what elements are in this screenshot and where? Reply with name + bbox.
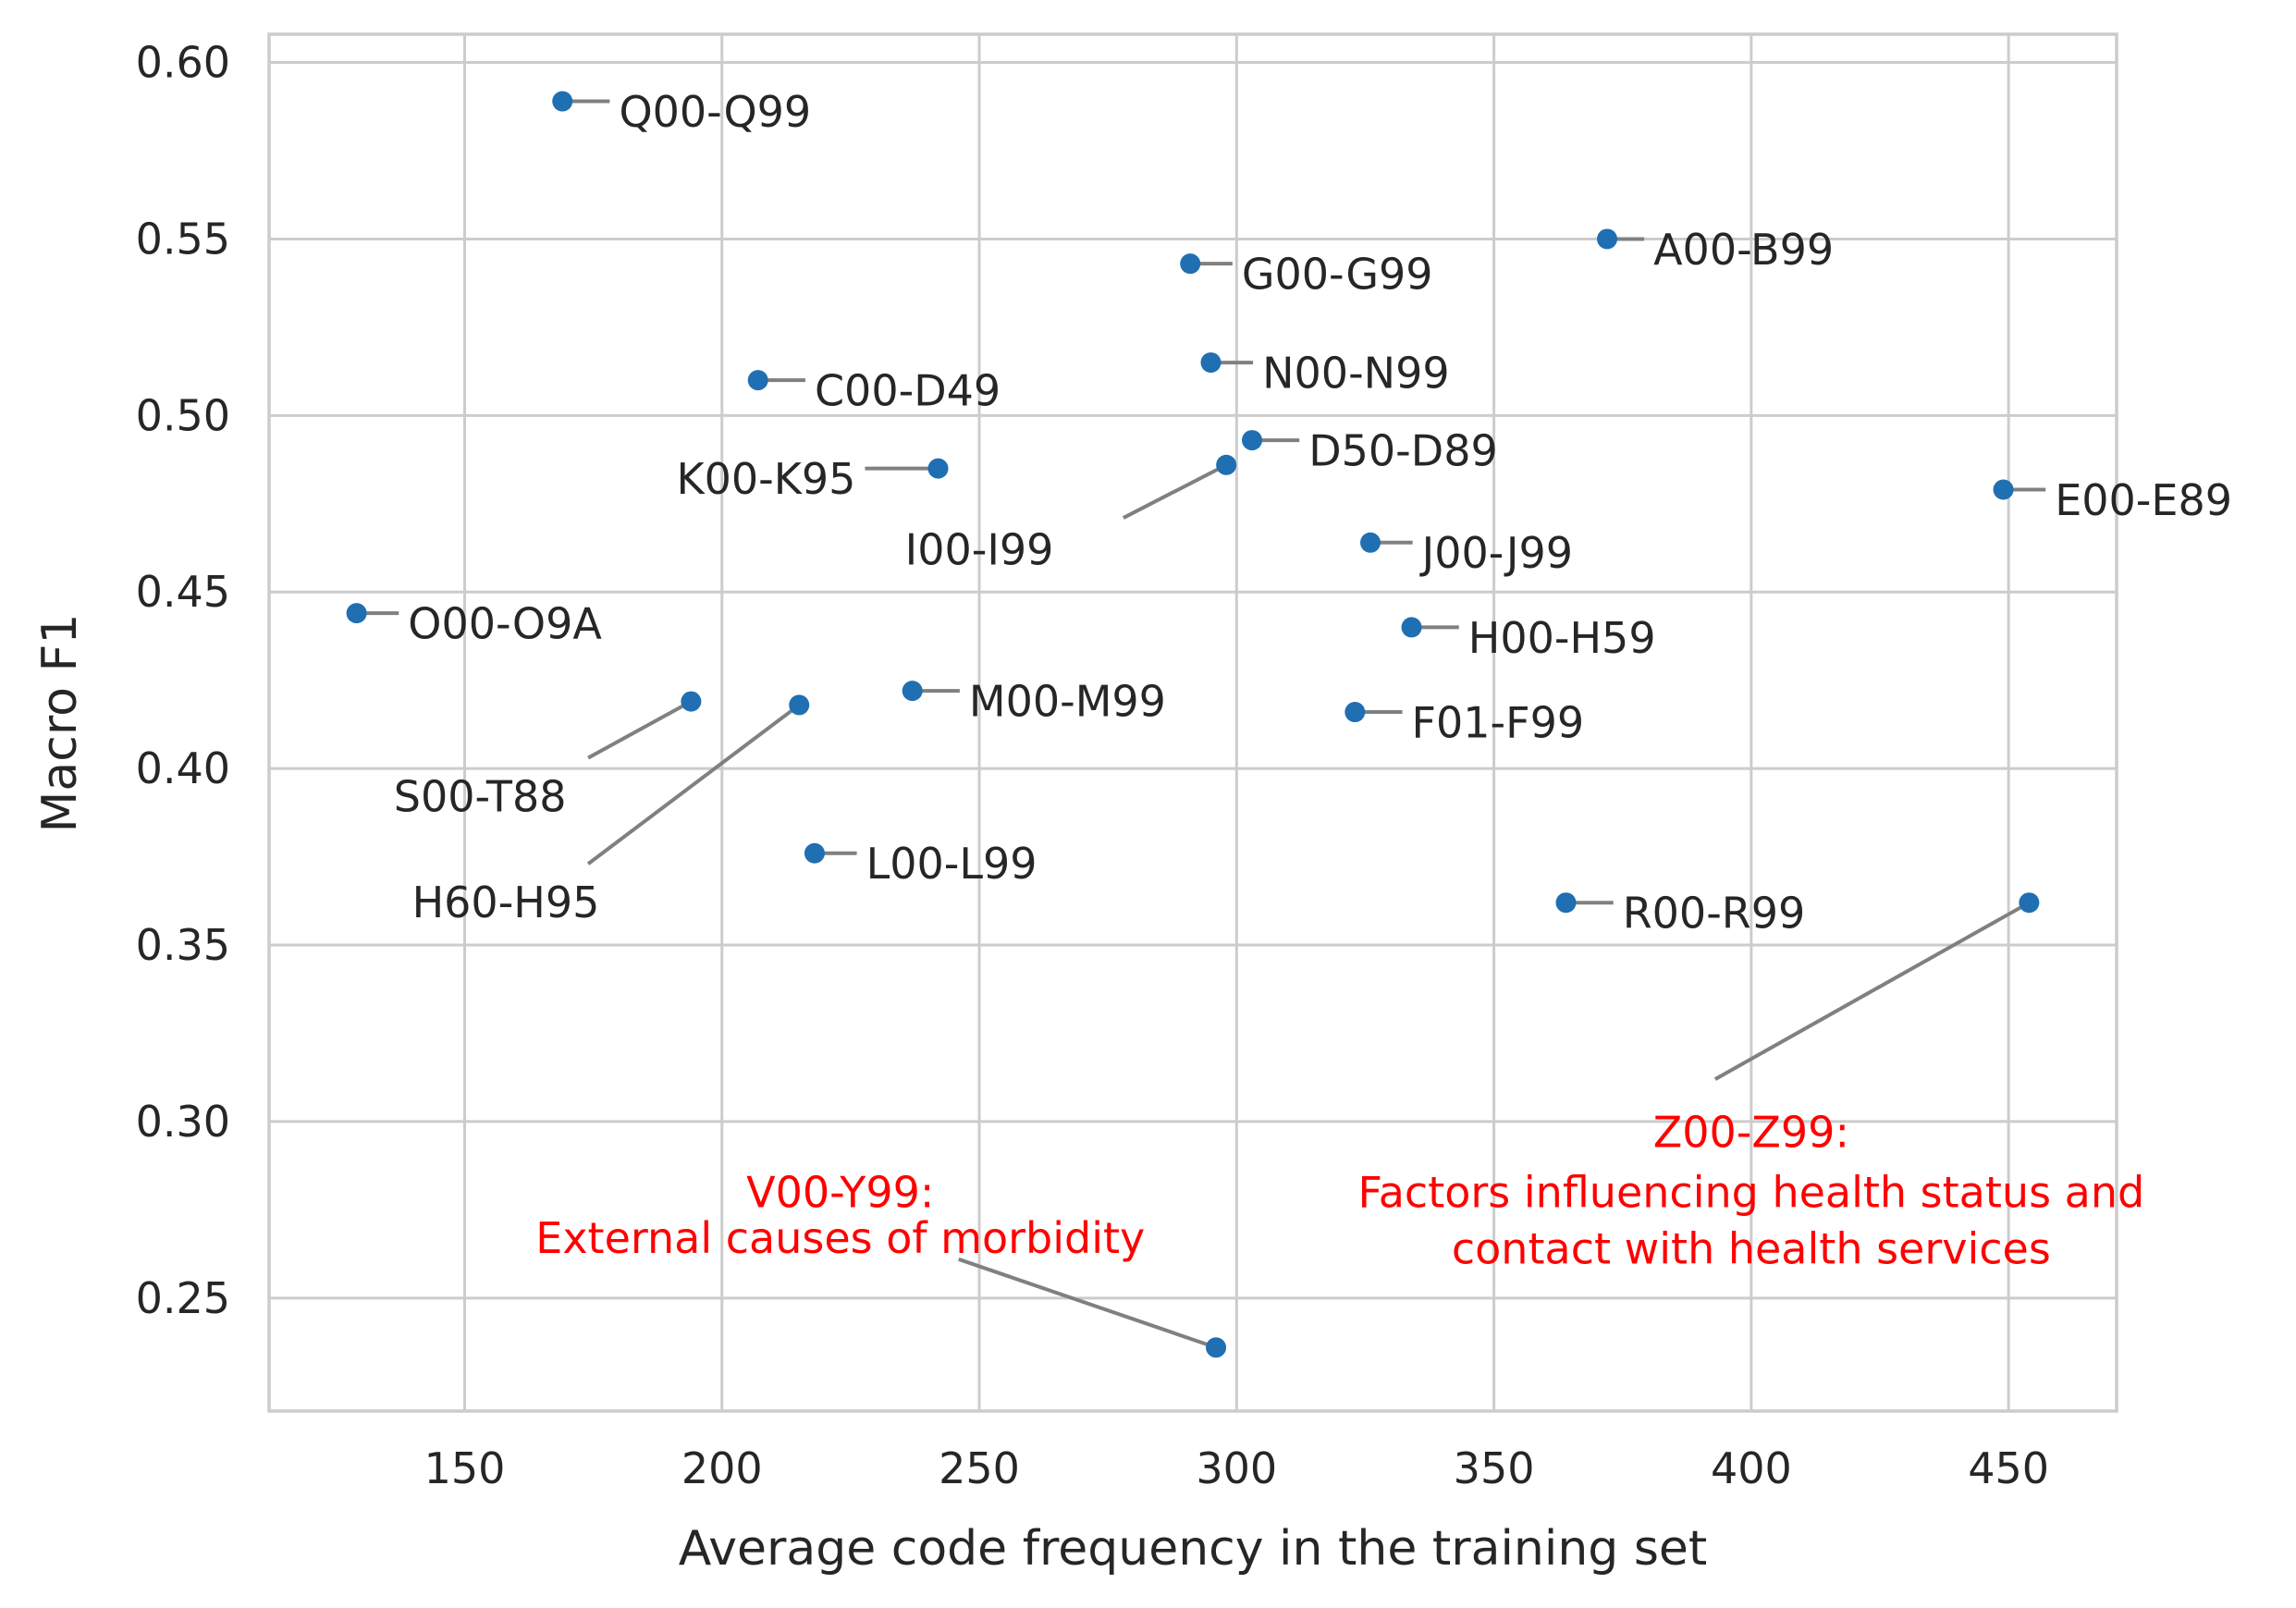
x-tick-label: 450: [1968, 1443, 2049, 1493]
data-point: [927, 458, 949, 479]
leader-line: [586, 703, 801, 865]
x-tick-labels: 150 200 250 300 350 400 450: [424, 1443, 2049, 1493]
data-point: [552, 91, 573, 112]
leader-line: [1122, 463, 1228, 520]
plot-frame: [267, 32, 2118, 1413]
grid: [269, 34, 2117, 1411]
point-label: D50-D89: [1308, 426, 1498, 476]
y-axis-title: Macro F1: [32, 614, 88, 833]
point-labels: Q00-Q99 A00-B99 G00-G99 N00-N99 C00-D49 D50-D…: [394, 87, 2232, 1217]
point-label: H60-H95: [412, 878, 600, 927]
point-label: S00-T88: [394, 772, 567, 822]
point-label: V00-Y99:: [746, 1167, 934, 1217]
point-label: E00-E89: [2055, 475, 2232, 525]
data-point: [747, 370, 768, 391]
data-point: [1993, 479, 2014, 500]
point-label: O00-O9A: [408, 599, 602, 649]
x-tick-label: 250: [939, 1443, 1020, 1493]
data-point: [1206, 1337, 1227, 1358]
point-label: N00-N99: [1262, 349, 1450, 399]
point-label: L00-L99: [866, 839, 1037, 889]
y-tick-label: 0.55: [136, 214, 230, 264]
y-tick-label: 0.60: [136, 38, 230, 88]
annotation-text: External causes of morbidity: [535, 1213, 1145, 1263]
data-point: [1180, 253, 1201, 275]
data-point: [902, 681, 923, 702]
y-tick-label: 0.50: [136, 390, 230, 440]
annotation-text: contact with health services: [1452, 1223, 2051, 1273]
data-point: [1216, 454, 1237, 475]
data-point: [1401, 617, 1422, 638]
data-point: [2019, 892, 2040, 914]
leader-line: [587, 699, 693, 760]
x-tick-label: 400: [1711, 1443, 1792, 1493]
data-point: [1360, 532, 1381, 553]
data-point: [681, 691, 702, 712]
annotations: Factors influencing health status and con…: [535, 1167, 2144, 1273]
data-point: [804, 842, 825, 864]
x-tick-label: 350: [1454, 1443, 1535, 1493]
point-label: H00-H59: [1468, 613, 1656, 663]
leader-line: [1713, 901, 2031, 1081]
data-point: [1200, 352, 1222, 374]
x-tick-label: 200: [681, 1443, 763, 1493]
data-point: [346, 603, 367, 624]
leader-lines: [356, 99, 2046, 1350]
data-point: [789, 694, 810, 716]
point-label: F01-F99: [1412, 698, 1585, 748]
y-tick-labels: 0.25 0.30 0.35 0.40 0.45 0.50 0.55 0.60: [136, 38, 230, 1323]
point-label: R00-R99: [1623, 889, 1806, 939]
point-label: Z00-Z99:: [1653, 1107, 1849, 1157]
x-axis-title: Average code frequency in the training s…: [679, 1521, 1708, 1577]
leader-line: [958, 1257, 1217, 1350]
point-label: A00-B99: [1653, 225, 1834, 275]
y-tick-label: 0.30: [136, 1097, 230, 1147]
point-label: Q00-Q99: [619, 87, 811, 137]
y-tick-label: 0.25: [136, 1273, 230, 1323]
point-label: G00-G99: [1242, 250, 1433, 300]
x-tick-label: 150: [424, 1443, 506, 1493]
x-tick-label: 300: [1196, 1443, 1277, 1493]
data-point: [1597, 228, 1618, 250]
data-point: [1242, 430, 1263, 451]
data-points: [346, 91, 2040, 1358]
data-point: [1344, 702, 1366, 723]
y-tick-label: 0.35: [136, 920, 230, 970]
y-tick-label: 0.40: [136, 743, 230, 793]
data-point: [1555, 892, 1577, 914]
point-label: M00-M99: [969, 677, 1166, 727]
y-tick-label: 0.45: [136, 567, 230, 617]
point-label: K00-K95: [676, 454, 855, 504]
point-label: I00-I99: [905, 524, 1054, 574]
annotation-text: Factors influencing health status and: [1357, 1167, 2144, 1217]
point-label: C00-D49: [815, 366, 1001, 416]
point-label: J00-J99: [1419, 528, 1573, 578]
